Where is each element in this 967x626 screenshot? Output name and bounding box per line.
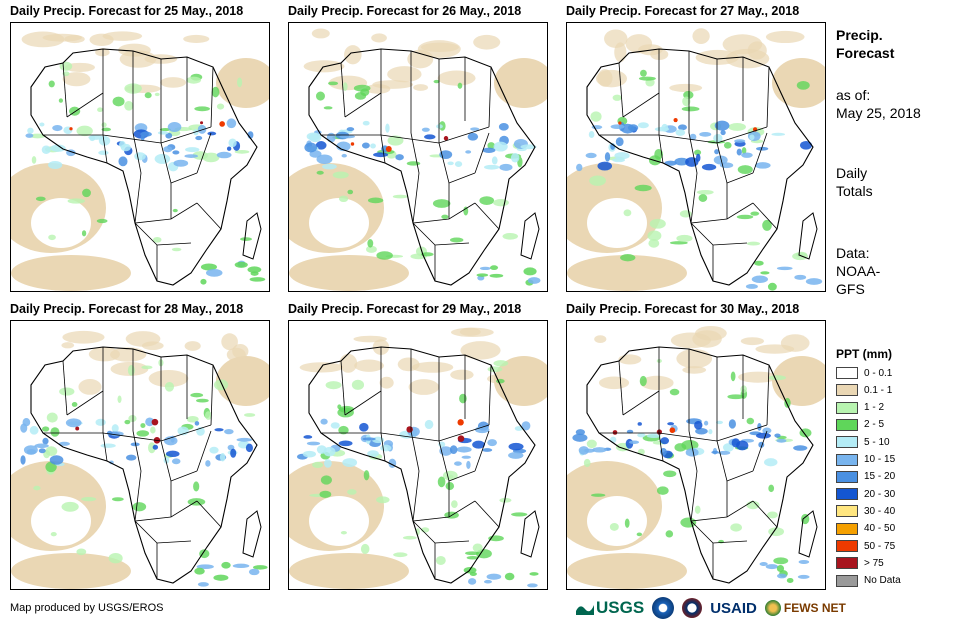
precip-map xyxy=(288,22,548,292)
panel-title: Daily Precip. Forecast for 28 May., 2018 xyxy=(10,302,244,316)
legend-label: 1 - 2 xyxy=(864,402,885,414)
legend-item: > 75 xyxy=(836,556,884,570)
legend-item: 50 - 75 xyxy=(836,539,895,553)
legend-item: 30 - 40 xyxy=(836,504,895,518)
legend-swatch xyxy=(836,418,858,431)
legend-item: 10 - 15 xyxy=(836,453,895,467)
legend-label: > 75 xyxy=(864,557,884,569)
legend-item: 15 - 20 xyxy=(836,470,895,484)
legend-swatch xyxy=(836,367,858,379)
legend-swatch xyxy=(836,488,858,501)
legend-swatch xyxy=(836,505,858,518)
legend-label: 15 - 20 xyxy=(864,471,896,483)
panel-title: Daily Precip. Forecast for 25 May., 2018 xyxy=(10,4,244,18)
legend-swatch xyxy=(836,384,858,397)
legend-label: 0 - 0.1 xyxy=(864,367,893,379)
usgs-logo: USGS xyxy=(576,598,644,618)
forecast-title: Precip. Forecast xyxy=(836,27,895,61)
usaid-seal-icon xyxy=(682,598,703,618)
precip-map xyxy=(566,320,826,590)
noaa-logo-icon xyxy=(652,597,675,619)
legend-label: 20 - 30 xyxy=(864,488,896,500)
data-source: Data: NOAA- GFS xyxy=(836,245,881,297)
legend-item: No Data xyxy=(836,574,901,588)
precip-map xyxy=(566,22,826,292)
as-of-date: as of: May 25, 2018 xyxy=(836,87,921,121)
legend-item: 0 - 0.1 xyxy=(836,366,892,380)
map-credit: Map produced by USGS/EROS xyxy=(10,602,164,614)
legend-label: 5 - 10 xyxy=(864,436,890,448)
legend-swatch xyxy=(836,470,858,483)
map-panel: Daily Precip. Forecast for 25 May., 2018 xyxy=(10,4,272,294)
legend-item: 2 - 5 xyxy=(836,418,884,432)
panel-title: Daily Precip. Forecast for 30 May., 2018 xyxy=(566,302,800,316)
precip-map xyxy=(288,320,548,590)
legend-swatch xyxy=(836,540,858,552)
legend-label: 30 - 40 xyxy=(864,505,896,517)
legend-item: 1 - 2 xyxy=(836,401,884,415)
legend-item: 20 - 30 xyxy=(836,487,895,501)
legend-swatch xyxy=(836,522,858,535)
usgs-wave-icon xyxy=(576,605,594,615)
legend-item: 0.1 - 1 xyxy=(836,383,892,397)
fews-net-logo: FEWS NET xyxy=(764,600,846,616)
legend-label: 10 - 15 xyxy=(864,454,896,465)
panel-title: Daily Precip. Forecast for 27 May., 2018 xyxy=(566,4,800,18)
legend-label: 40 - 50 xyxy=(864,523,896,535)
totals-label: Daily Totals xyxy=(836,165,873,199)
legend-swatch xyxy=(836,557,858,570)
legend-swatch xyxy=(836,401,858,414)
legend-swatch xyxy=(836,574,858,587)
panel-title: Daily Precip. Forecast for 26 May., 2018 xyxy=(288,4,522,18)
legend-label: 50 - 75 xyxy=(864,540,896,552)
legend-swatch xyxy=(836,436,858,449)
precip-map xyxy=(10,320,270,590)
precip-map xyxy=(10,22,270,292)
legend-item: 5 - 10 xyxy=(836,435,890,449)
map-panel: Daily Precip. Forecast for 26 May., 2018 xyxy=(288,4,550,294)
map-panel: Daily Precip. Forecast for 29 May., 2018 xyxy=(288,302,550,592)
legend-label: No Data xyxy=(864,575,901,587)
legend-label: 2 - 5 xyxy=(864,419,885,431)
logo-strip: USGS USAID FEWS NET xyxy=(576,594,846,622)
legend-swatch xyxy=(836,453,858,466)
legend-label: 0.1 - 1 xyxy=(864,384,893,396)
map-panel: Daily Precip. Forecast for 27 May., 2018 xyxy=(566,4,828,294)
fews-globe-icon xyxy=(764,600,781,616)
map-panel: Daily Precip. Forecast for 28 May., 2018 xyxy=(10,302,272,592)
panel-title: Daily Precip. Forecast for 29 May., 2018 xyxy=(288,302,522,316)
map-panel: Daily Precip. Forecast for 30 May., 2018 xyxy=(566,302,828,592)
usaid-logo: USAID xyxy=(710,599,757,617)
legend-title: PPT (mm) xyxy=(836,347,893,361)
legend-item: 40 - 50 xyxy=(836,522,895,536)
